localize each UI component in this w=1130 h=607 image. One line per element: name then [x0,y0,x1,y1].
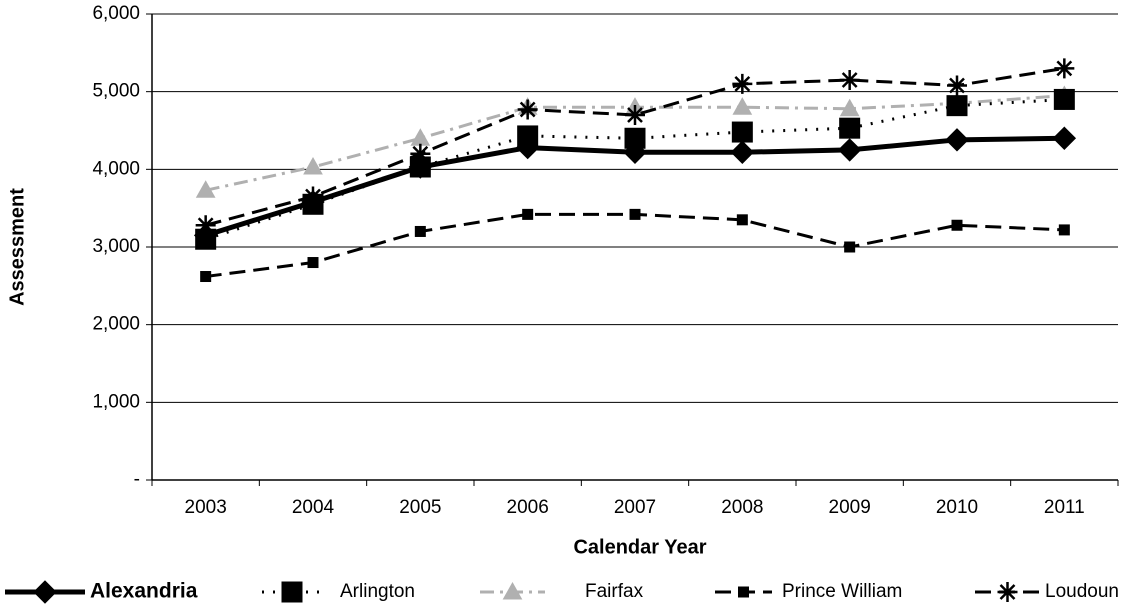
series-line [205,66,1065,227]
x-axis-label: Calendar Year [573,536,706,558]
marker [303,156,323,175]
marker [410,128,431,146]
marker [281,581,303,603]
marker [414,225,426,237]
x-tick-label: 2010 [936,497,978,518]
y-tick-label: 2,000 [92,314,140,335]
y-tick-label: - [134,469,140,490]
marker [307,257,319,269]
marker [945,128,969,152]
x-tick-label: 2009 [829,497,871,518]
legend-item: Alexandria [5,580,198,604]
legend-item: Prince William [715,581,902,602]
marker [629,208,641,220]
marker [33,580,57,604]
marker [732,73,753,94]
marker [195,180,216,198]
legend-label: Arlington [340,581,415,602]
marker [947,75,967,96]
x-tick-label: 2005 [399,497,441,518]
legend-item: Arlington [262,581,415,603]
marker [732,97,753,115]
y-tick-label: 5,000 [92,81,140,102]
marker [946,95,968,117]
marker [408,155,433,179]
marker [517,99,538,120]
marker [502,581,523,600]
legend-label: Alexandria [90,580,198,603]
marker [522,208,534,220]
legend-label: Loudoun [1045,581,1119,602]
x-tick-label: 2008 [721,497,763,518]
marker [736,214,748,226]
marker [837,138,862,162]
legend-label: Prince William [782,581,902,602]
legend-item: Loudoun [975,581,1119,602]
y-tick-label: 3,000 [92,236,140,257]
y-tick-label: 1,000 [92,391,140,412]
marker [623,140,647,164]
y-tick-label: 6,000 [92,3,140,24]
x-tick-label: 2011 [1044,497,1085,518]
marker [997,582,1018,602]
marker [625,104,645,125]
marker [1058,224,1070,236]
marker [731,121,753,143]
y-tick-label: 4,000 [92,158,140,179]
marker [844,241,856,253]
marker [303,186,323,207]
x-tick-label: 2004 [292,497,335,518]
marker [839,117,861,139]
marker [410,143,431,164]
series-line [205,212,1065,279]
legend-item: Fairfax [480,581,644,602]
marker [951,219,963,231]
x-tick-label: 2006 [507,497,549,518]
marker [195,215,216,236]
x-tick-label: 2003 [185,497,227,518]
marker [515,135,540,160]
marker [1053,88,1075,110]
marker [738,586,749,598]
marker [839,98,860,117]
marker [839,70,860,91]
marker [1052,126,1077,150]
marker [200,271,212,283]
marker [1054,58,1075,79]
legend-label: Fairfax [585,581,644,602]
marker [730,140,755,164]
x-tick-label: 2007 [614,497,656,518]
y-axis-label: Assessment [6,188,28,306]
